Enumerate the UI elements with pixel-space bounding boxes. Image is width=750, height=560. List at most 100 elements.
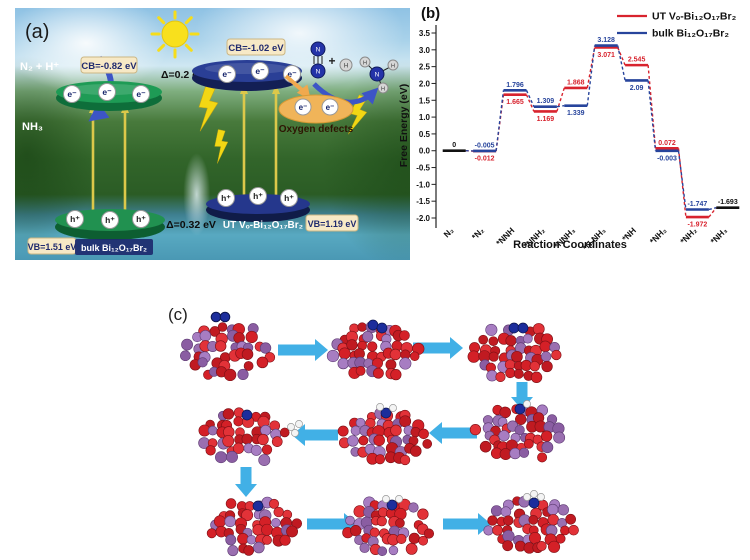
- svg-text:-2.0: -2.0: [416, 214, 430, 223]
- h-atom-icon: H: [339, 58, 353, 72]
- nh3-molecule-icon: N H H H: [359, 56, 399, 94]
- svg-text:H: H: [363, 61, 367, 67]
- bulk-vb-value-box: VB=1.51 eV: [27, 237, 77, 255]
- svg-text:N₂: N₂: [442, 225, 456, 239]
- svg-text:-0.012: -0.012: [475, 156, 495, 163]
- svg-text:-1.693: -1.693: [718, 199, 738, 206]
- svg-text:0: 0: [452, 142, 456, 149]
- svg-text:e⁻: e⁻: [67, 89, 77, 99]
- svg-text:UT Vₒ-Bi₁₂O₁₇Br₂: UT Vₒ-Bi₁₂O₁₇Br₂: [652, 11, 737, 23]
- svg-text:h⁺: h⁺: [70, 214, 80, 224]
- flow-arrow-d: [235, 467, 257, 497]
- molecular-cluster: [326, 319, 425, 381]
- plus-sign: +: [328, 54, 335, 68]
- svg-text:e⁻: e⁻: [255, 66, 265, 76]
- svg-text:3.0: 3.0: [419, 46, 431, 55]
- svg-text:N: N: [375, 72, 380, 79]
- n2-plus-h-label: N₂ + H⁺: [20, 61, 59, 73]
- bulk-name-box: bulk Bi₁₂O₁₇Br₂: [75, 239, 153, 255]
- hole-badge: h⁺ h⁺ h⁺: [66, 210, 150, 229]
- n2-molecule-icon: N N: [310, 41, 326, 79]
- excitation-arrow: [91, 111, 127, 211]
- svg-text:e⁻: e⁻: [287, 69, 297, 79]
- svg-text:1.796: 1.796: [506, 82, 524, 89]
- svg-text:0.5: 0.5: [419, 130, 431, 139]
- flow-arrow-r: [443, 513, 491, 535]
- svg-text:CB=-0.82 eV: CB=-0.82 eV: [81, 61, 137, 72]
- svg-text:2.0: 2.0: [419, 79, 431, 88]
- hole-badge: h⁺ h⁺ h⁺: [217, 187, 298, 207]
- bulk-cb-value-box: CB=-0.82 eV: [80, 56, 138, 74]
- panel-b-free-energy-chart: (b) 3.5 3.0 2.5 2.0 1.5 1.0 0.5 0.0 -0.5 -1.0 -1.5 -…: [395, 0, 750, 258]
- molecular-cluster: [180, 322, 276, 382]
- svg-text:VB=1.19 eV: VB=1.19 eV: [308, 219, 357, 229]
- free-n2-molecule: [210, 311, 231, 323]
- svg-text:H: H: [381, 87, 385, 93]
- svg-text:0.0: 0.0: [419, 147, 431, 156]
- svg-text:e⁻: e⁻: [102, 87, 112, 97]
- svg-text:-1.0: -1.0: [416, 180, 430, 189]
- svg-text:h⁺: h⁺: [136, 214, 146, 224]
- flow-arrow-r: [278, 339, 328, 361]
- oxygen-defects-pool: e⁻ e⁻: [278, 94, 354, 124]
- svg-text:H: H: [391, 64, 395, 70]
- svg-text:h⁺: h⁺: [284, 193, 294, 203]
- svg-text:e⁻: e⁻: [326, 103, 335, 112]
- svg-text:bulk Bi₁₂O₁₇Br₂: bulk Bi₁₂O₁₇Br₂: [81, 243, 147, 253]
- svg-text:-0.5: -0.5: [416, 164, 430, 173]
- molecular-cluster: [467, 322, 562, 383]
- svg-text:3.5: 3.5: [419, 29, 431, 38]
- svg-text:0.072: 0.072: [658, 140, 676, 147]
- svg-text:1.309: 1.309: [537, 98, 555, 105]
- molecular-cluster: [206, 496, 303, 557]
- svg-text:e⁻: e⁻: [299, 103, 308, 112]
- molecular-cluster: [469, 400, 566, 463]
- svg-text:1.0: 1.0: [419, 113, 431, 122]
- y-axis: 3.5 3.0 2.5 2.0 1.5 1.0 0.5 0.0 -0.5 -1.0 -1.5 -2.0: [416, 25, 437, 228]
- svg-text:H: H: [344, 64, 348, 70]
- svg-text:bulk Bi₁₂O₁₇Br₂: bulk Bi₁₂O₁₇Br₂: [652, 28, 729, 40]
- ut-name-label: UT Vₒ-Bi₁₂O₁₇Br₂: [223, 220, 303, 231]
- panel-a-photocatalysis-schematic: (a) N₂ + H⁺ NH₃ e⁻ e⁻ e⁻ CB=-0.82 eV: [15, 8, 410, 260]
- svg-text:-0.005: -0.005: [475, 142, 495, 149]
- svg-text:-1.5: -1.5: [416, 197, 430, 206]
- panel-b-label: (b): [421, 5, 440, 22]
- svg-text:N: N: [316, 69, 321, 76]
- svg-text:-0.003: -0.003: [657, 155, 677, 162]
- svg-text:3.071: 3.071: [597, 52, 615, 59]
- series-connectors: [465, 45, 717, 211]
- svg-text:*N₂: *N₂: [470, 225, 487, 242]
- molecular-cluster: [337, 403, 433, 466]
- svg-text:1.339: 1.339: [567, 110, 585, 117]
- svg-text:1.169: 1.169: [537, 116, 555, 123]
- svg-text:2.09: 2.09: [630, 85, 644, 92]
- svg-text:1.868: 1.868: [567, 79, 585, 86]
- svg-text:-1.747: -1.747: [687, 201, 707, 208]
- nh3-label: NH₃: [22, 121, 43, 133]
- svg-text:*NH₂: *NH₂: [648, 225, 669, 246]
- svg-text:h⁺: h⁺: [253, 191, 263, 201]
- svg-text:3.128: 3.128: [597, 37, 615, 44]
- y-axis-title: Free Energy (eV): [398, 84, 410, 167]
- reaction-pathway-canvas: (c): [168, 305, 579, 557]
- svg-text:h⁺: h⁺: [105, 215, 115, 225]
- svg-text:2.545: 2.545: [628, 57, 646, 64]
- svg-text:1.5: 1.5: [419, 96, 431, 105]
- panel-a-label: (a): [25, 21, 49, 43]
- svg-text:CB=-1.02 eV: CB=-1.02 eV: [228, 43, 284, 54]
- free-energy-chart-canvas: (b) 3.5 3.0 2.5 2.0 1.5 1.0 0.5 0.0 -0.5 -1.0 -1.5 -…: [398, 5, 740, 253]
- svg-text:h⁺: h⁺: [221, 193, 231, 203]
- sun-icon: [150, 10, 200, 59]
- flow-arrow-l: [429, 422, 477, 444]
- panel-a-canvas: (a) N₂ + H⁺ NH₃ e⁻ e⁻ e⁻ CB=-0.82 eV: [20, 10, 399, 255]
- svg-text:-1.972: -1.972: [687, 222, 707, 229]
- flow-arrow-l: [292, 424, 338, 446]
- oxygen-defects-label: Oxygen defects: [279, 124, 354, 135]
- svg-text:1.665: 1.665: [506, 99, 524, 106]
- panel-c-reaction-pathway: (c): [155, 298, 625, 560]
- svg-text:*NH₃: *NH₃: [708, 225, 729, 246]
- molecular-cluster: [198, 407, 303, 467]
- electron-badge: e⁻ e⁻ e⁻: [63, 83, 150, 103]
- molecular-cluster: [483, 490, 579, 554]
- legend: UT Vₒ-Bi₁₂O₁₇Br₂ bulk Bi₁₂O₁₇Br₂: [617, 11, 737, 40]
